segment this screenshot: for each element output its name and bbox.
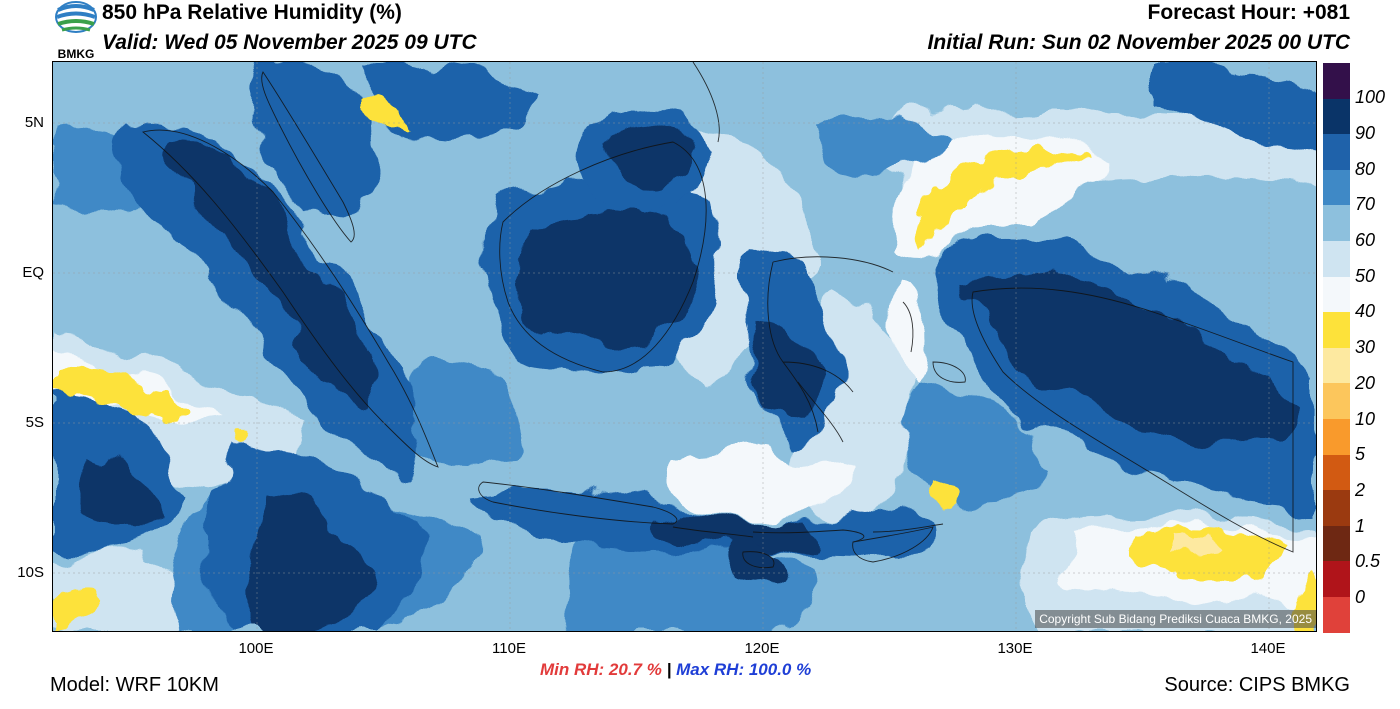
colorbar-label: 1: [1355, 516, 1366, 536]
colorbar-swatch: [1323, 63, 1350, 99]
colorbar-swatch: [1323, 169, 1350, 206]
colorbar-swatch: [1323, 134, 1350, 170]
lon-label-140e: 140E: [1250, 640, 1286, 657]
lon-label-130e: 130E: [997, 640, 1033, 657]
colorbar-swatch: [1323, 596, 1350, 633]
valid-time: Valid: Wed 05 November 2025 09 UTC: [102, 31, 477, 54]
graticule: [53, 62, 1316, 631]
colorbar-label: 30: [1355, 337, 1376, 357]
colorbar-swatch: [1323, 525, 1350, 562]
colorbar-swatch: [1323, 205, 1350, 241]
colorbar-swatch: [1323, 418, 1350, 455]
colorbar-label: 5: [1355, 444, 1366, 464]
colorbar-label: 100: [1355, 87, 1386, 107]
colorbar-label: 20: [1355, 373, 1376, 393]
lon-label-100e: 100E: [238, 640, 274, 657]
min-rh: Min RH: 20.7 %: [540, 660, 662, 679]
humidity-map: [52, 61, 1317, 632]
max-rh: Max RH: 100.0 %: [676, 660, 812, 679]
colorbar-swatch: [1323, 312, 1350, 348]
humidity-field: [53, 62, 1316, 631]
colorbar-label: 70: [1355, 194, 1376, 214]
lat-label-10s: 10S: [17, 564, 44, 581]
colorbar-label: 2: [1355, 480, 1366, 500]
colorbar-label: 0.5: [1355, 551, 1381, 571]
colorbar-label: 40: [1355, 301, 1376, 321]
lat-label-eq: EQ: [22, 264, 44, 281]
lat-label-5n: 5N: [24, 114, 44, 131]
initial-run: Initial Run: Sun 02 November 2025 00 UTC: [927, 31, 1350, 54]
colorbar: [1323, 63, 1350, 633]
colorbar-swatch: [1323, 98, 1350, 135]
colorbar-label: 80: [1355, 159, 1376, 179]
colorbar-swatch: [1323, 561, 1350, 597]
colorbar-label: 60: [1355, 230, 1376, 250]
colorbar-swatch: [1323, 454, 1350, 491]
colorbar-swatch: [1323, 490, 1350, 526]
colorbar-label: 90: [1355, 123, 1376, 143]
logo-text: BMKG: [58, 47, 95, 60]
colorbar-swatch: [1323, 347, 1350, 384]
colorbar-label: 50: [1355, 266, 1376, 286]
coastlines: [142, 62, 1294, 569]
stats-separator: |: [666, 660, 672, 679]
forecast-hour: Forecast Hour: +081: [1147, 1, 1351, 24]
map-title: 850 hPa Relative Humidity (%): [102, 1, 402, 24]
lon-label-110e: 110E: [492, 640, 526, 657]
copyright-note: Copyright Sub Bidang Prediksi Cuaca BMKG…: [1035, 610, 1316, 628]
colorbar-label: 0: [1355, 587, 1366, 607]
model-label: Model: WRF 10KM: [50, 674, 219, 696]
bmkg-logo-icon: BMKG: [55, 1, 97, 60]
colorbar-label: 10: [1355, 409, 1376, 429]
colorbar-swatch: [1323, 240, 1350, 277]
source-label: Source: CIPS BMKG: [1164, 674, 1350, 696]
rh-stats: Min RH: 20.7 % | Max RH: 100.0 %: [540, 660, 811, 680]
lon-label-120e: 120E: [744, 640, 780, 657]
lat-label-5s: 5S: [25, 414, 44, 431]
colorbar-swatch: [1323, 276, 1350, 313]
colorbar-swatch: [1323, 383, 1350, 419]
